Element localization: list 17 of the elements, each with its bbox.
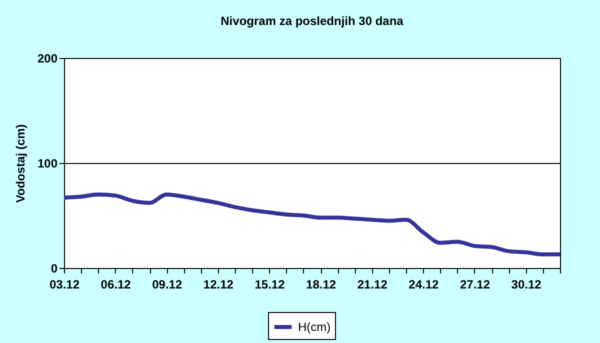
x-tick-label: 21.12 [357,278,388,292]
x-tick-label: 18.12 [306,278,336,292]
x-tick-label: 30.12 [511,278,542,292]
x-tick-label: 03.12 [49,278,80,292]
chart-title: Nivogram za poslednjih 30 dana [220,14,404,28]
x-tick-label: 15.12 [254,278,286,292]
x-tick-label: 27.12 [460,278,490,292]
y-axis-title: Vodostaj (cm) [13,124,28,203]
y-tick-label: 200 [37,52,58,66]
x-tick-label: 09.12 [152,278,182,292]
y-tick-label: 100 [37,156,58,170]
x-tick-label: 12.12 [203,278,234,292]
x-tick-label: 24.12 [408,278,440,292]
line-series [62,192,562,256]
legend-label: H(cm) [298,320,331,334]
x-tick-label: 06.12 [100,278,132,292]
y-tick-label: 0 [50,262,58,276]
